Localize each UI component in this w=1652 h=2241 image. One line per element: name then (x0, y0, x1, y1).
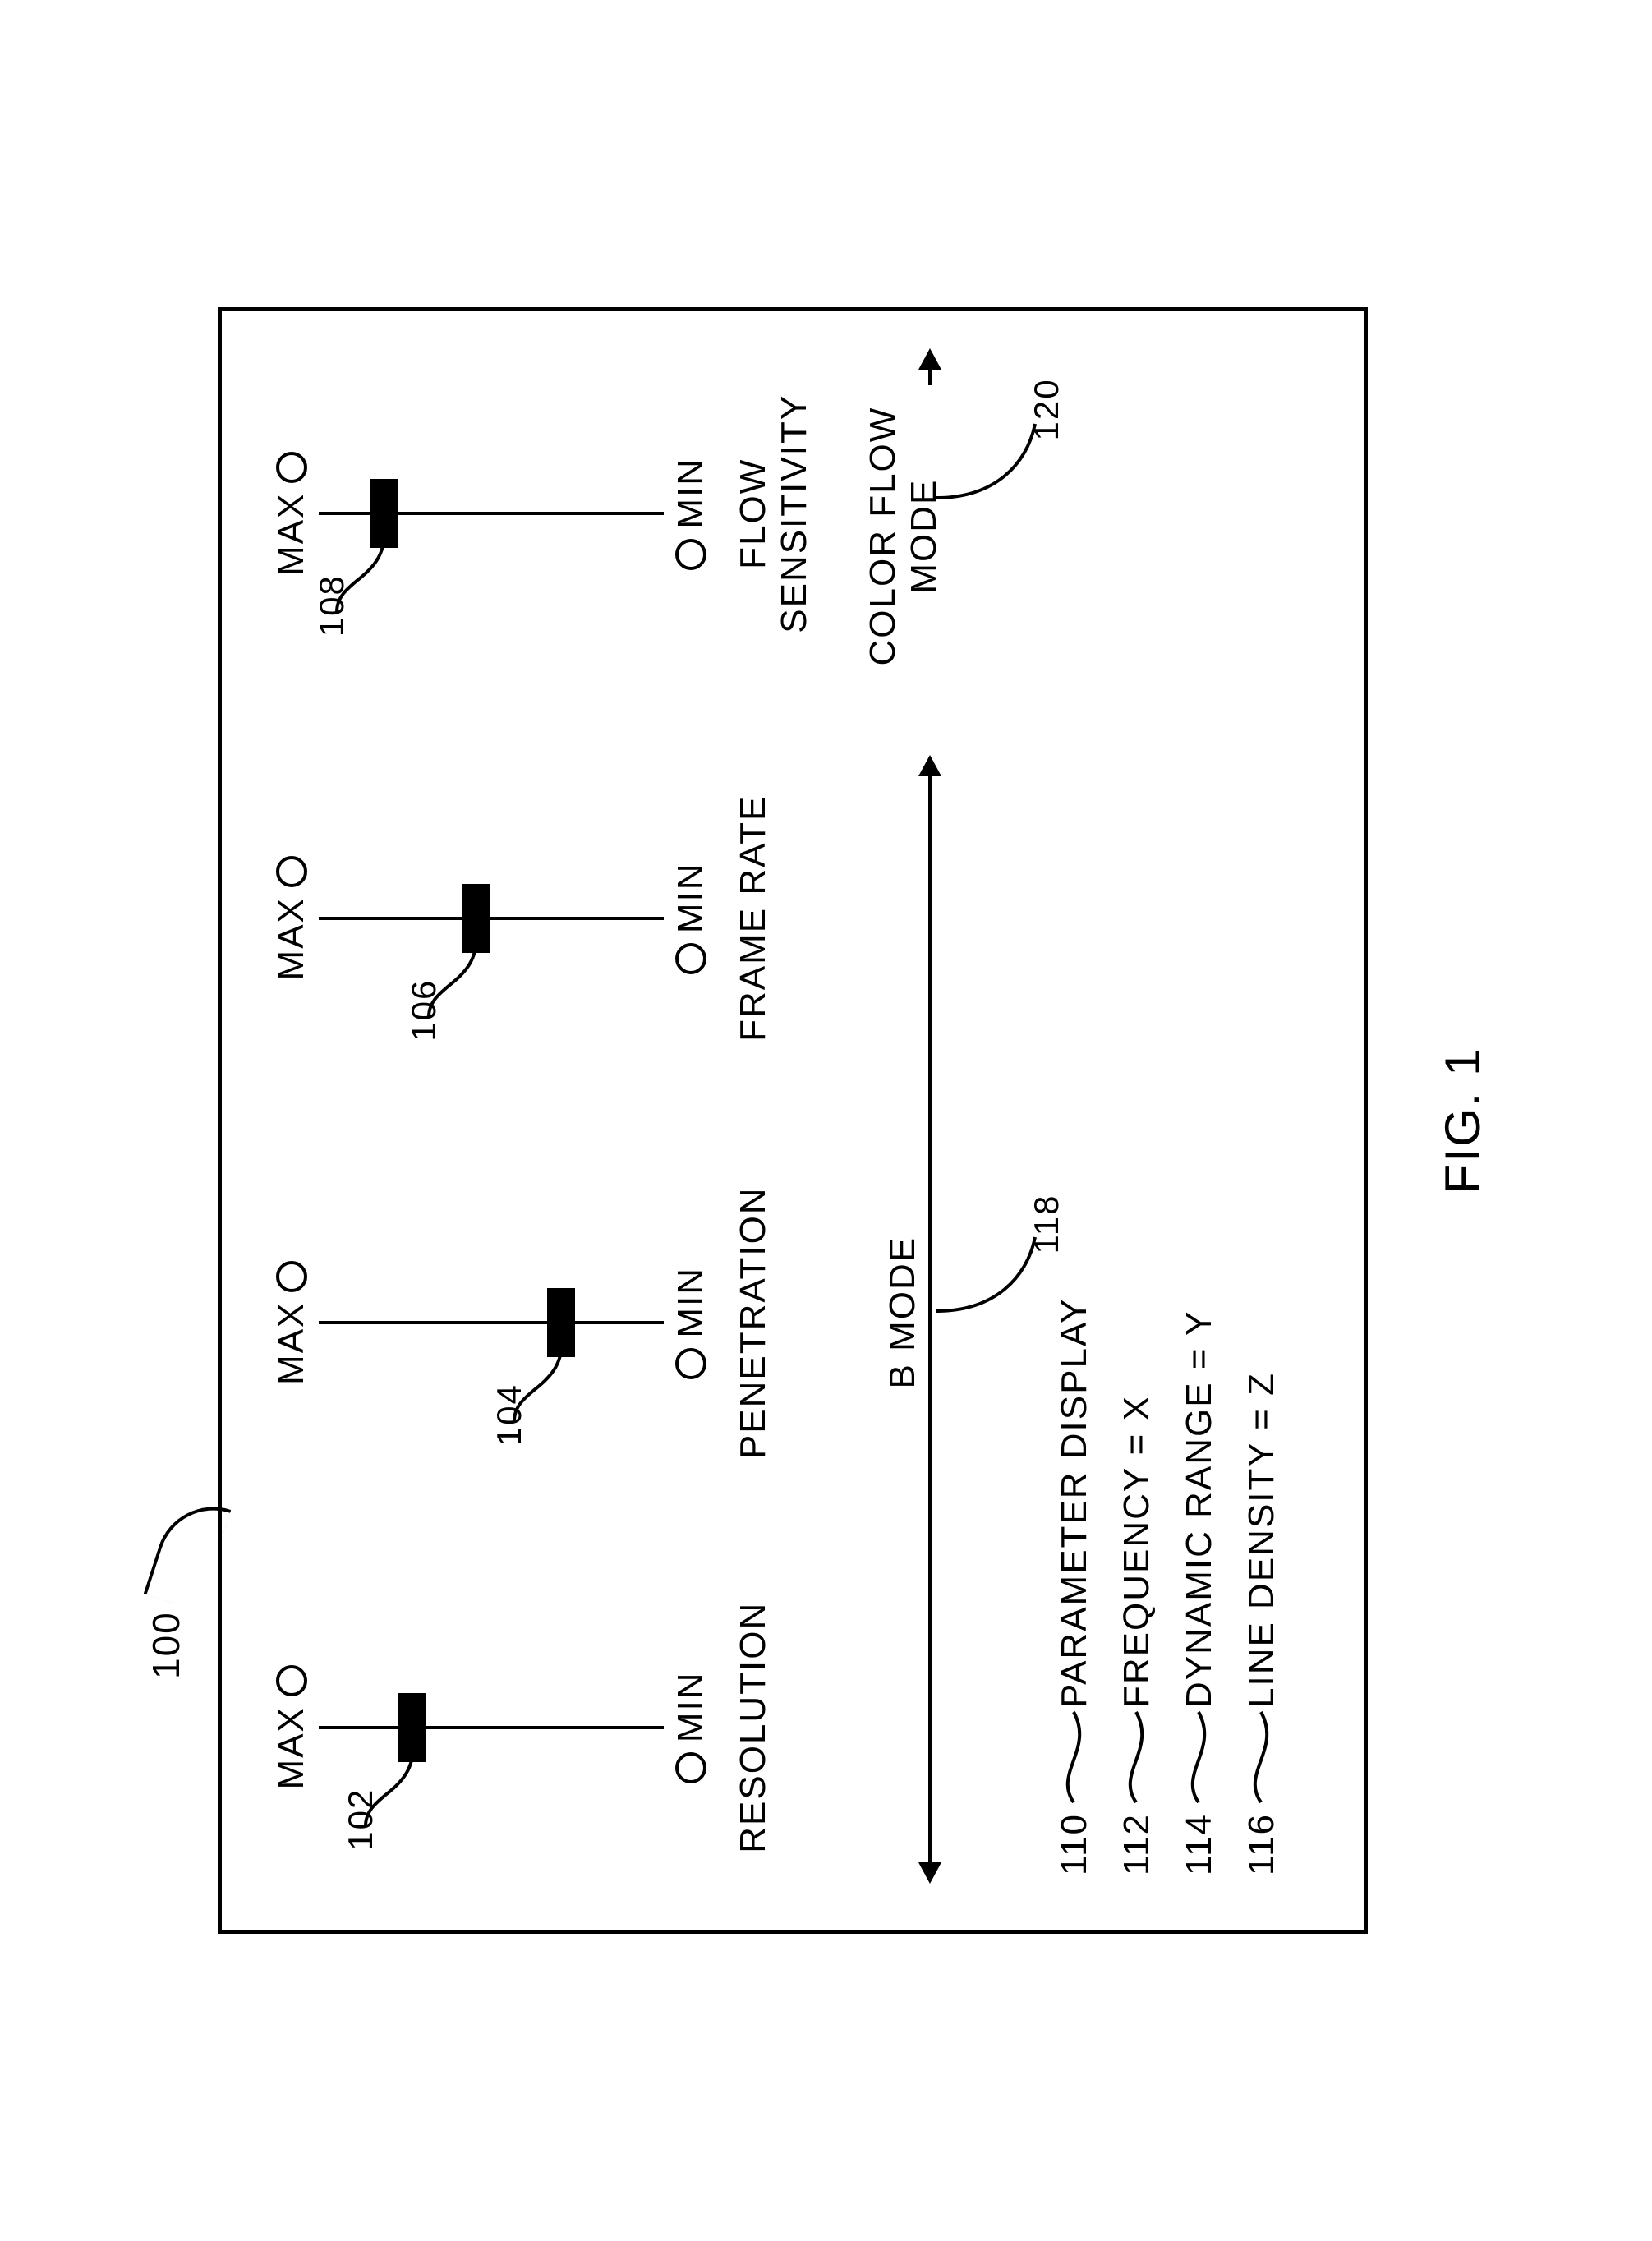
min-text: MIN (670, 1671, 711, 1742)
param-line-116: 116 LINE DENSITY = Z (1231, 1298, 1293, 1905)
slider-track[interactable]: 102 (319, 1711, 664, 1744)
slider-caption: FRAME RATE (733, 795, 774, 1042)
slider-caption: RESOLUTION (733, 1602, 774, 1853)
slider-endpoint-bottom (675, 1752, 706, 1783)
mode-ref-lead (928, 400, 1043, 515)
slider-ref-lead (349, 1728, 448, 1843)
slider-penetration: MAX104MIN PENETRATION (271, 1150, 774, 1495)
slider-max-label: MAX (271, 1665, 312, 1789)
slider-endpoint-bottom (675, 1348, 706, 1379)
figure-ref-100: 100 (144, 1611, 188, 1679)
slider-ref-lead (498, 1323, 596, 1438)
mode-label: B MODE (882, 1215, 923, 1410)
modes-row: B MODE118COLOR FLOW MODE120 (904, 311, 1002, 1930)
param-ref-number: 114 (1179, 1806, 1220, 1905)
slider-track[interactable]: 104 (319, 1306, 664, 1339)
slider-resolution: MAX102MIN RESOLUTION (271, 1555, 774, 1900)
slider-endpoint-bottom (675, 539, 706, 570)
param-text: PARAMETER DISPLAY (1054, 1298, 1095, 1708)
slider-min-label: MIN (670, 1671, 711, 1783)
min-text: MIN (670, 862, 711, 933)
slider-min-label: MIN (670, 458, 711, 570)
max-text: MAX (271, 1302, 312, 1385)
min-text: MIN (670, 458, 711, 529)
param-ref-number: 116 (1241, 1806, 1282, 1905)
figure-caption: FIG. 1 (1434, 1047, 1491, 1194)
param-text: DYNAMIC RANGE = Y (1179, 1310, 1220, 1708)
slider-caption: FLOW SENSITIVITY (733, 341, 815, 686)
slider-endpoint-top (276, 856, 307, 887)
figure-panel: 100 MAX102MINRESOLUTIONMAX104MINPENETRAT… (127, 217, 1524, 2024)
slider-ref-lead (412, 918, 511, 1033)
param-ref-number: 112 (1116, 1806, 1157, 1905)
slider-endpoint-top (276, 1261, 307, 1292)
param-line-112: 112 FREQUENCY = X (1106, 1298, 1168, 1905)
param-line-114: 114 DYNAMIC RANGE = Y (1168, 1298, 1231, 1905)
mode-ref-lead (928, 1213, 1043, 1328)
param-ref-lead (1179, 1708, 1220, 1806)
slider-min-label: MIN (670, 862, 711, 974)
slider-max-label: MAX (271, 1261, 312, 1385)
panel-frame: MAX102MINRESOLUTIONMAX104MINPENETRATIONM… (218, 307, 1368, 1934)
param-ref-lead (1241, 1708, 1282, 1806)
min-text: MIN (670, 1267, 711, 1338)
slider-max-label: MAX (271, 452, 312, 576)
slider-flow-sensitivity: MAX108MIN FLOW SENSITIVITY (271, 341, 815, 686)
slider-endpoint-bottom (675, 943, 706, 974)
param-ref-lead (1116, 1708, 1157, 1806)
slider-ref-lead (320, 513, 419, 628)
parameter-display-block: 110 PARAMETER DISPLAY 112 FREQUENCY = X 114 D… (1043, 1298, 1293, 1905)
slider-max-label: MAX (271, 856, 312, 980)
max-text: MAX (271, 1706, 312, 1789)
slider-track-line (319, 1321, 664, 1324)
param-line-110: 110 PARAMETER DISPLAY (1043, 1298, 1106, 1905)
param-ref-number: 110 (1054, 1806, 1095, 1905)
slider-endpoint-top (276, 452, 307, 483)
slider-endpoint-top (276, 1665, 307, 1696)
slider-min-label: MIN (670, 1267, 711, 1379)
param-ref-lead (1054, 1708, 1095, 1806)
slider-caption: PENETRATION (733, 1186, 774, 1459)
param-text: FREQUENCY = X (1116, 1395, 1157, 1708)
slider-frame-rate: MAX106MIN FRAME RATE (271, 746, 774, 1091)
max-text: MAX (271, 493, 312, 576)
slider-track[interactable]: 108 (319, 497, 664, 530)
slider-track[interactable]: 106 (319, 902, 664, 935)
max-text: MAX (271, 897, 312, 980)
param-text: LINE DENSITY = Z (1241, 1372, 1282, 1708)
sliders-row: MAX102MINRESOLUTIONMAX104MINPENETRATIONM… (271, 311, 830, 1930)
